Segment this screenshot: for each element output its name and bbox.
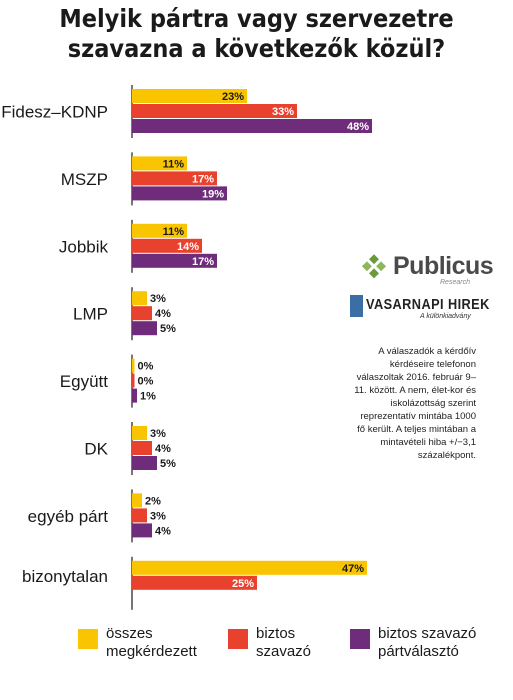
publicus-name: Publicus xyxy=(393,252,494,280)
bar-mszp-0 xyxy=(132,156,187,171)
bar-fidesz-kdnp-2 xyxy=(132,119,372,133)
value-label-egyutt-1: 0% xyxy=(138,376,154,388)
bar-dk-1 xyxy=(132,441,152,455)
bar-egyutt-0 xyxy=(132,358,135,373)
value-label-lmp-1: 4% xyxy=(155,308,171,320)
category-label-egyeb-part: egyéb párt xyxy=(28,507,109,526)
vh-name: VASARNAPI HIREK xyxy=(366,296,490,313)
bar-jobbik-0 xyxy=(132,223,187,238)
value-label-dk-1: 4% xyxy=(155,443,171,455)
value-label-jobbik-2: 17% xyxy=(192,256,214,268)
bar-lmp-1 xyxy=(132,306,152,321)
publicus-logo-icon xyxy=(361,254,387,279)
bar-fidesz-kdnp-1 xyxy=(132,104,297,118)
legend: összes megkérdezett biztos szavazó bizto… xyxy=(0,625,513,685)
bar-egyutt-2 xyxy=(132,388,137,403)
bar-mszp-2 xyxy=(132,186,227,201)
value-label-jobbik-0: 11% xyxy=(163,226,185,238)
bar-bizonytalan-0 xyxy=(132,560,367,575)
legend-swatch-partvalaszto xyxy=(350,629,370,649)
category-label-lmp: LMP xyxy=(73,305,108,324)
value-label-bizonytalan-1: 25% xyxy=(232,578,254,590)
bar-bizonytalan-1 xyxy=(132,575,257,590)
value-label-egyutt-2: 1% xyxy=(140,391,156,403)
value-label-lmp-2: 5% xyxy=(160,323,176,335)
value-label-egyutt-0: 0% xyxy=(138,361,154,373)
bar-egyeb-part-1 xyxy=(132,508,147,523)
value-label-mszp-2: 19% xyxy=(202,188,224,200)
value-label-lmp-0: 3% xyxy=(150,293,166,305)
bar-fidesz-kdnp-0 xyxy=(132,89,247,103)
value-label-egyeb-part-1: 3% xyxy=(150,510,166,522)
bar-jobbik-2 xyxy=(132,253,217,268)
legend-label-biztos-1: biztos xyxy=(256,625,296,642)
vh-logo-icon xyxy=(350,295,363,317)
bar-lmp-2 xyxy=(132,321,157,336)
bar-mszp-1 xyxy=(132,171,217,186)
value-label-egyeb-part-0: 2% xyxy=(145,495,161,507)
value-label-fidesz-kdnp-1: 33% xyxy=(272,106,294,118)
legend-label-osszes-2: megkérdezett xyxy=(106,643,197,660)
vh-sub: A különkiadvány xyxy=(420,313,471,320)
category-label-egyutt: Együtt xyxy=(60,372,108,391)
publicus-sub: Research xyxy=(440,279,470,286)
bar-dk-0 xyxy=(132,426,147,440)
value-label-bizonytalan-0: 47% xyxy=(342,563,364,575)
chart-title: Melyik pártra vagy szervezetre szavazna … xyxy=(0,4,513,64)
bar-egyeb-part-2 xyxy=(132,523,152,538)
value-label-dk-0: 3% xyxy=(150,428,166,440)
category-label-jobbik: Jobbik xyxy=(59,237,109,256)
value-label-fidesz-kdnp-2: 48% xyxy=(347,121,369,133)
methodology-note: A válaszadók a kérdőív kérdéseire telefo… xyxy=(354,346,476,461)
legend-label-partvalaszto-2: pártválasztó xyxy=(378,643,459,660)
value-label-jobbik-1: 14% xyxy=(177,241,199,253)
legend-label-partvalaszto-1: biztos szavazó xyxy=(378,625,477,642)
category-label-mszp: MSZP xyxy=(61,170,108,189)
legend-swatch-osszes xyxy=(78,629,98,649)
value-label-egyeb-part-2: 4% xyxy=(155,525,171,537)
bar-egyutt-1 xyxy=(132,373,135,388)
legend-swatch-biztos xyxy=(228,629,248,649)
category-label-dk: DK xyxy=(84,440,108,459)
bar-jobbik-1 xyxy=(132,238,202,253)
title-line-1: Melyik pártra vagy szervezetre xyxy=(59,4,454,33)
value-label-dk-2: 5% xyxy=(160,458,176,470)
category-label-bizonytalan: bizonytalan xyxy=(22,567,108,586)
bar-lmp-0 xyxy=(132,291,147,306)
value-label-mszp-0: 11% xyxy=(163,158,185,170)
value-label-fidesz-kdnp-0: 23% xyxy=(222,91,244,103)
value-label-mszp-1: 17% xyxy=(192,173,214,185)
title-line-2: szavazna a következők közül? xyxy=(67,34,446,63)
bar-egyeb-part-0 xyxy=(132,493,142,508)
legend-label-osszes-1: összes xyxy=(106,625,153,642)
legend-label-biztos-2: szavazó xyxy=(256,643,312,660)
category-label-fidesz-kdnp: Fidesz–KDNP xyxy=(1,103,108,122)
bar-dk-2 xyxy=(132,456,157,470)
